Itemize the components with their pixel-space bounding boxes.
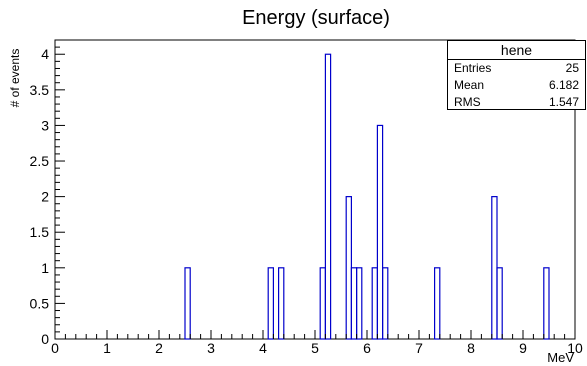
histogram-bin-0: [184, 267, 191, 340]
x-tick-label-1: 1: [103, 340, 111, 356]
histogram-bin-12: [491, 196, 498, 340]
histogram-bin-4: [324, 53, 332, 340]
x-tick-label-4: 4: [259, 340, 267, 356]
x-tick-label-0: 0: [51, 340, 59, 356]
x-tick-label-8: 8: [467, 340, 475, 356]
stats-box: hene Entries 25 Mean 6.182 RMS 1.547: [447, 40, 586, 110]
histogram-bin-14: [543, 267, 550, 340]
stats-mean-label: Mean: [454, 78, 485, 92]
histogram-bin-1: [267, 267, 275, 340]
y-tick-label-1: 0.5: [30, 295, 50, 311]
histogram-bin-2: [278, 267, 285, 340]
stats-mean-value: 6.182: [548, 78, 579, 92]
x-tick-label-10: 10: [567, 340, 583, 356]
stats-entries-value: 25: [565, 61, 579, 75]
histogram-bin-8: [371, 267, 379, 340]
stats-row-entries: Entries 25: [448, 60, 585, 77]
histogram-bin-11: [434, 267, 441, 340]
y-tick-label-0: 0: [41, 331, 49, 347]
y-tick-label-5: 2.5: [30, 153, 50, 169]
x-tick-label-5: 5: [311, 340, 319, 356]
y-tick-label-4: 2: [41, 189, 49, 205]
x-tick-label-2: 2: [155, 340, 163, 356]
histogram-bin-13: [496, 267, 503, 340]
stats-rms-value: 1.547: [548, 95, 579, 109]
x-axis-label: MeV: [547, 350, 574, 365]
y-tick-label-3: 1.5: [30, 224, 50, 240]
y-tick-label-2: 1: [41, 260, 49, 276]
histogram-bin-5: [345, 196, 353, 340]
stats-entries-label: Entries: [454, 61, 492, 75]
histogram-bin-3: [319, 267, 327, 340]
histogram-bin-9: [376, 124, 384, 340]
y-axis-label: # of events: [8, 49, 22, 108]
stats-row-rms: RMS 1.547: [448, 94, 585, 111]
stats-box-title: hene: [448, 41, 585, 60]
stats-rms-label: RMS: [454, 95, 481, 109]
x-tick-label-6: 6: [363, 340, 371, 356]
histogram-bin-10: [382, 267, 389, 340]
stats-row-mean: Mean 6.182: [448, 77, 585, 94]
histogram-bin-7: [356, 267, 363, 340]
y-tick-label-8: 4: [41, 46, 49, 62]
x-tick-label-3: 3: [207, 340, 215, 356]
x-tick-label-9: 9: [519, 340, 527, 356]
y-tick-label-7: 3.5: [30, 82, 50, 98]
chart-title: Energy (surface): [242, 7, 390, 29]
histogram-bin-6: [350, 267, 358, 340]
x-tick-label-7: 7: [415, 340, 423, 356]
y-tick-label-6: 3: [41, 117, 49, 133]
